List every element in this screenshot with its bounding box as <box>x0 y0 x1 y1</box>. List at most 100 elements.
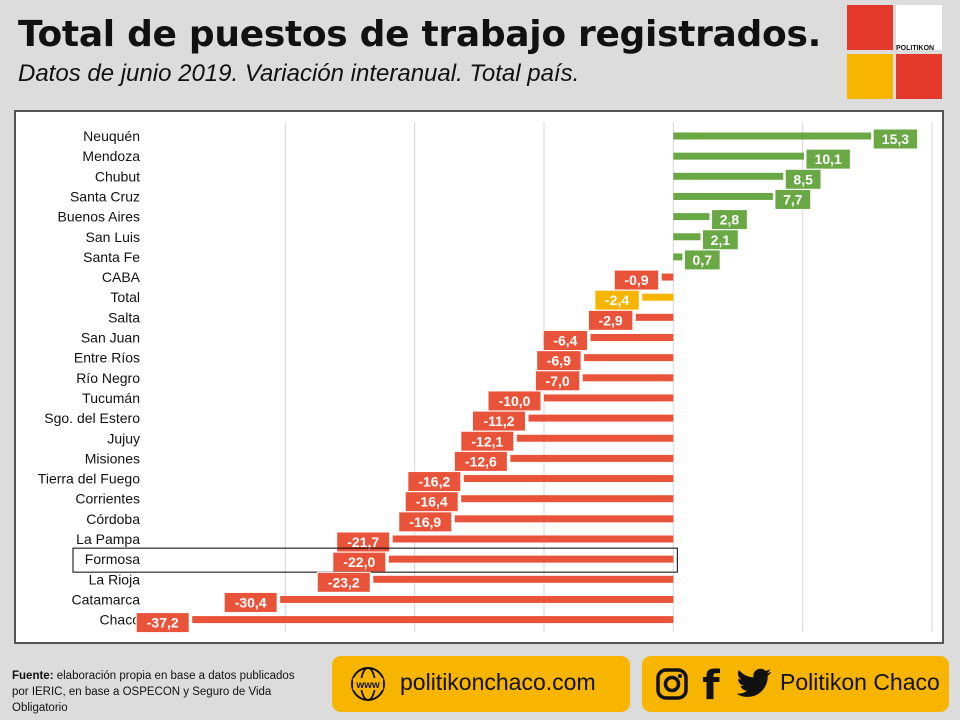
value-label: -21,7 <box>347 534 379 550</box>
highlight-box <box>72 547 678 573</box>
social-handle[interactable]: Politikon Chaco <box>780 669 940 695</box>
value-label-box <box>872 128 919 150</box>
bar <box>673 213 710 221</box>
value-label: -37,2 <box>147 615 179 631</box>
value-label: 15,3 <box>882 131 909 147</box>
globe-icon-text: www <box>355 680 380 691</box>
value-label: -23,2 <box>328 574 360 590</box>
category-label: San Juan <box>81 330 140 346</box>
bar <box>642 293 674 301</box>
value-label: 0,7 <box>693 252 713 268</box>
value-label: -6,9 <box>547 353 571 369</box>
category-label: Catamarca <box>72 591 141 607</box>
bar <box>673 172 784 180</box>
value-label-box <box>453 450 508 472</box>
value-label-box <box>805 148 851 170</box>
category-label: Chaco <box>100 612 141 628</box>
value-label: 7,7 <box>783 191 803 207</box>
bar <box>635 313 674 321</box>
category-label: Tierra del Fuego <box>38 471 140 487</box>
social-banner[interactable]: f Politikon Chaco <box>642 656 949 712</box>
category-label: Jujuy <box>107 430 140 446</box>
value-label: -12,6 <box>465 453 497 469</box>
category-label: Chubut <box>95 168 140 184</box>
politikon-logo: POLITIKON <box>847 5 942 99</box>
source-label: Fuente: <box>12 670 54 682</box>
value-label: -16,2 <box>418 474 450 490</box>
category-label: Santa Cruz <box>70 188 140 204</box>
chart-subtitle: Datos de junio 2019. Variación interanua… <box>18 60 580 87</box>
category-label: Buenos Aires <box>58 209 141 225</box>
value-label: 10,1 <box>815 151 842 167</box>
bar <box>661 273 674 281</box>
value-label-box <box>223 591 278 613</box>
category-label: Neuquén <box>83 128 140 144</box>
bar <box>516 434 674 442</box>
value-label: 2,8 <box>720 212 740 228</box>
twitter-icon[interactable] <box>736 668 772 700</box>
value-label: -6,4 <box>553 333 577 349</box>
bar <box>510 454 674 462</box>
facebook-glyph: f <box>702 665 720 703</box>
category-label: Formosa <box>85 551 140 567</box>
value-label-box <box>534 370 581 392</box>
category-label: Santa Fe <box>83 249 140 265</box>
globe-icon: www <box>351 667 385 701</box>
bar-chart: Neuquén 15,3 Mendoza 10,1 Chubut 8,5 Santa Cru… <box>38 122 933 634</box>
bar <box>590 334 674 341</box>
website-banner[interactable]: www politikonchaco.com <box>332 656 630 712</box>
value-label-box <box>316 571 371 593</box>
value-label: -30,4 <box>235 594 267 610</box>
website-link[interactable]: politikonchaco.com <box>400 669 596 695</box>
category-label: Mendoza <box>82 148 140 164</box>
source-text: elaboración propia en base a datos publi… <box>12 670 295 714</box>
bar <box>673 233 701 241</box>
value-label: -7,0 <box>546 373 570 389</box>
category-label: Entre Ríos <box>74 350 140 366</box>
value-label: -11,2 <box>483 413 514 429</box>
instagram-icon[interactable] <box>656 668 688 700</box>
bar <box>392 535 674 543</box>
category-label: Río Negro <box>76 370 140 386</box>
bar <box>673 132 872 140</box>
category-label: Tucumán <box>82 390 140 406</box>
bar <box>192 616 674 624</box>
category-label: La Pampa <box>76 531 140 547</box>
bar <box>528 414 674 422</box>
facebook-icon[interactable]: f <box>700 665 722 703</box>
value-label: -10,0 <box>499 393 531 409</box>
category-label: Corrientes <box>75 491 140 507</box>
value-label: -22,0 <box>343 554 375 570</box>
bar <box>463 475 674 483</box>
bar <box>673 253 683 261</box>
category-label: Salta <box>108 309 140 325</box>
value-label: -16,9 <box>409 514 441 530</box>
value-label: 2,1 <box>711 232 731 248</box>
category-label: San Luis <box>86 229 140 245</box>
source-note: Fuente: elaboración propia en base a dat… <box>12 668 302 716</box>
bar <box>454 515 674 523</box>
bar <box>673 192 773 200</box>
value-label: -12,1 <box>471 433 503 449</box>
category-label: Córdoba <box>86 511 140 527</box>
bar <box>584 354 674 362</box>
value-label-box <box>683 249 721 271</box>
value-label: -2,4 <box>605 292 629 308</box>
category-label: CABA <box>102 269 141 285</box>
chart-panel: Neuquén 15,3 Mendoza 10,1 Chubut 8,5 Santa Cru… <box>14 110 944 644</box>
value-label-box <box>398 511 453 533</box>
chart-title: Total de puestos de trabajo registrados. <box>18 14 821 55</box>
value-label: -0,9 <box>624 272 648 288</box>
category-label: La Rioja <box>89 571 141 587</box>
value-label-box <box>587 309 634 331</box>
value-label: -2,9 <box>599 312 623 328</box>
bar <box>673 152 804 160</box>
bar <box>280 595 674 603</box>
value-label-box <box>774 188 812 210</box>
logo-text: POLITIKON <box>896 45 935 52</box>
category-label: Total <box>110 289 140 305</box>
bar <box>373 575 674 583</box>
category-label: Misiones <box>85 450 140 466</box>
bar <box>582 374 674 382</box>
category-label: Sgo. del Estero <box>44 410 140 426</box>
